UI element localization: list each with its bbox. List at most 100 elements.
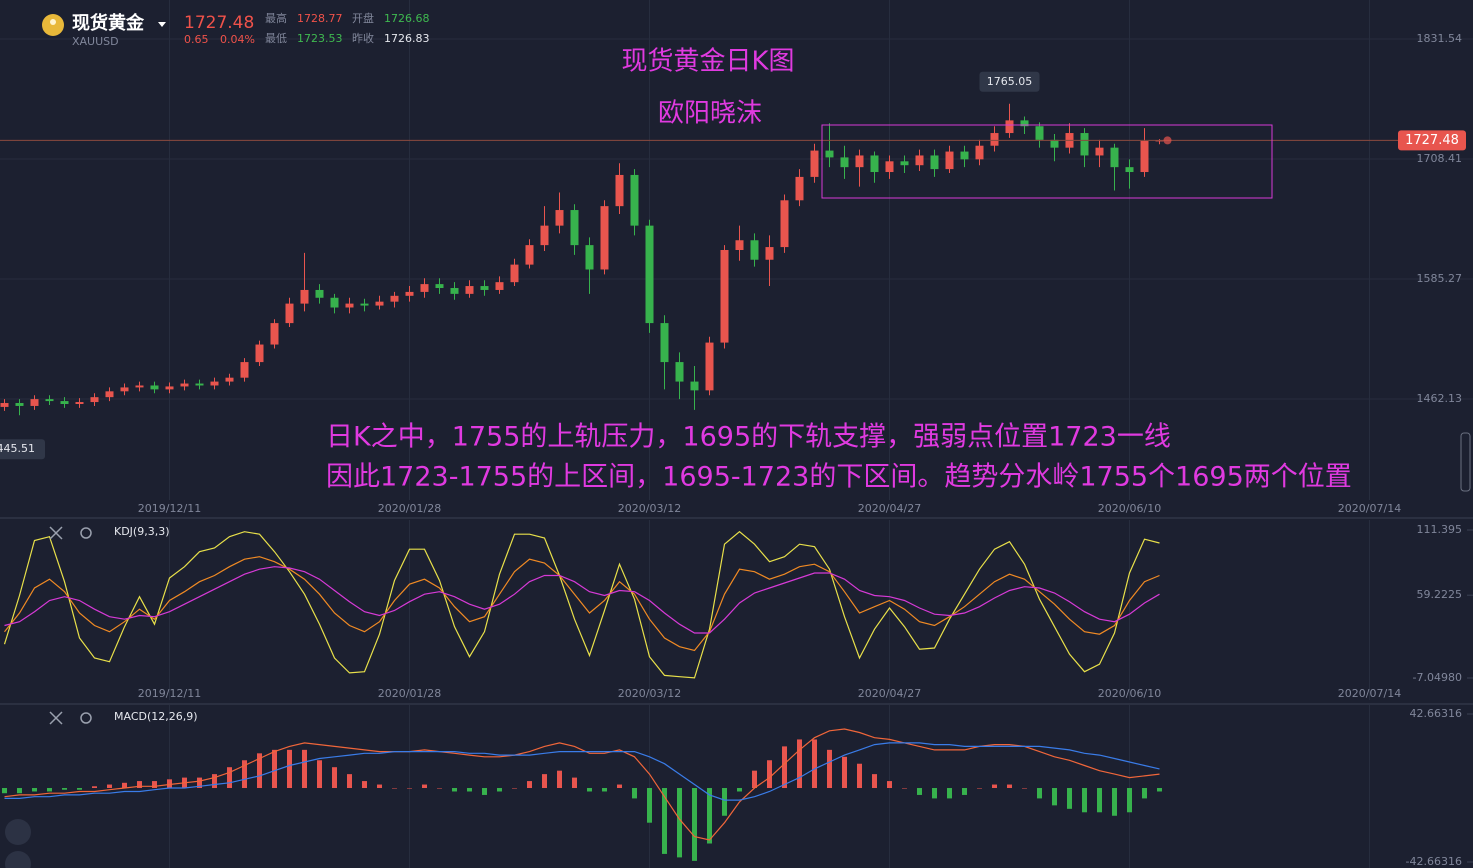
last-price-label: 1727.48: [1405, 133, 1459, 148]
tool-button[interactable]: [5, 851, 31, 868]
macd-bar: [887, 781, 892, 789]
candle-body: [510, 264, 519, 283]
macd-bar: [842, 756, 847, 789]
candle-body: [825, 150, 834, 158]
x-tick-label: 2020/01/28: [378, 502, 441, 515]
macd-bar: [362, 781, 367, 789]
macd-bar: [332, 767, 337, 789]
macd-bar: [632, 788, 637, 799]
candle-body: [360, 303, 369, 306]
macd-bar: [1037, 788, 1042, 799]
high-value: 1728.77: [297, 12, 343, 25]
instrument-name[interactable]: 现货黄金: [72, 12, 145, 34]
macd-bar: [947, 788, 952, 799]
candle-body: [870, 155, 879, 173]
macd-bar: [317, 760, 322, 789]
macd-bar: [827, 749, 832, 789]
candle-body: [1020, 120, 1029, 127]
macd-bar: [977, 788, 982, 789]
candle-body: [195, 383, 204, 386]
price-change: 0.65: [184, 33, 209, 46]
annotation: 因此1723-1755的上区间，1695-1723的下区间。趋势分水岭1755个…: [326, 462, 1352, 493]
x-tick-label: 2020/06/10: [1098, 687, 1161, 700]
macd-bar: [467, 788, 472, 792]
chart-title: 现货黄金日K图: [621, 47, 794, 77]
candle-body: [930, 155, 939, 170]
candle-body: [660, 323, 669, 363]
candle-body: [90, 397, 99, 403]
macd-bar: [797, 739, 802, 789]
macd-bar: [542, 774, 547, 789]
tool-button[interactable]: [5, 819, 31, 845]
macd-bar: [1052, 788, 1057, 806]
macd-bar: [482, 788, 487, 795]
candle-body: [840, 157, 849, 168]
macd-bar: [1112, 788, 1117, 816]
candle-body: [255, 344, 264, 363]
macd-bar: [1022, 788, 1027, 789]
indicator-settings[interactable]: [80, 527, 92, 539]
candle-body: [30, 399, 39, 406]
candle-body: [525, 245, 534, 265]
macd-bar: [2, 788, 7, 794]
macd-bar: [752, 770, 757, 789]
indicator-settings[interactable]: [80, 712, 92, 724]
candle-body: [1095, 147, 1104, 156]
macd-bar: [527, 781, 532, 789]
candle-body: [615, 174, 624, 207]
candle-body: [225, 377, 234, 382]
candle-body: [585, 245, 594, 270]
macd-bar: [677, 788, 682, 858]
macd-bar: [992, 784, 997, 789]
x-tick-label: 2020/07/14: [1338, 687, 1401, 700]
candle-body: [1110, 147, 1119, 168]
macd-bar: [347, 774, 352, 789]
macd-bar: [617, 784, 622, 789]
close-indicator[interactable]: [49, 711, 63, 725]
dropdown-arrow[interactable]: [158, 22, 166, 27]
y-tick-label: -42.66316: [1406, 855, 1462, 868]
range-box: [821, 124, 1273, 199]
candle-body: [135, 385, 144, 388]
macd-bar: [392, 788, 397, 789]
scroll-handle[interactable]: [1460, 432, 1471, 492]
candle-body: [975, 145, 984, 160]
open-value: 1726.68: [384, 12, 430, 25]
close-indicator[interactable]: [49, 526, 63, 540]
candle-body: [855, 155, 864, 168]
macd-bar: [377, 784, 382, 789]
last-price-dot: [1163, 136, 1172, 145]
candle-body: [285, 303, 294, 324]
macd-bar: [212, 774, 217, 789]
y-tick-label: 1831.54: [1417, 32, 1463, 45]
macd-bar: [647, 788, 652, 823]
macd-bar: [92, 786, 97, 789]
annotation: 日K之中，1755的上轨压力，1695的下轨支撑，强弱点位置1723一线: [326, 422, 1171, 453]
candle-body: [495, 282, 504, 290]
macd-bar: [902, 788, 907, 789]
candle-body: [960, 151, 969, 160]
y-tick-label: -7.04980: [1413, 671, 1462, 684]
candle-body: [645, 225, 654, 324]
prev-close-value: 1726.83: [384, 32, 430, 45]
macd-bar: [437, 788, 442, 789]
x-tick-label: 2020/03/12: [618, 502, 681, 515]
candle-body: [810, 150, 819, 177]
y-tick-label: 59.2225: [1417, 588, 1463, 601]
macd-bar: [722, 788, 727, 816]
macd-bar: [452, 788, 457, 792]
macd-bar: [857, 763, 862, 789]
candle-body: [480, 286, 489, 290]
x-tick-label: 2020/03/12: [618, 687, 681, 700]
gold-icon-dot: [50, 19, 56, 25]
low-marker-box: [0, 439, 45, 460]
indicator-line: [4, 556, 1160, 652]
x-tick-label: 2020/01/28: [378, 687, 441, 700]
candle-body: [150, 385, 159, 390]
candle-body: [555, 210, 564, 226]
macd-bar: [557, 770, 562, 789]
macd-bar: [287, 749, 292, 789]
candle-body: [465, 286, 474, 294]
candle-body: [420, 284, 429, 292]
